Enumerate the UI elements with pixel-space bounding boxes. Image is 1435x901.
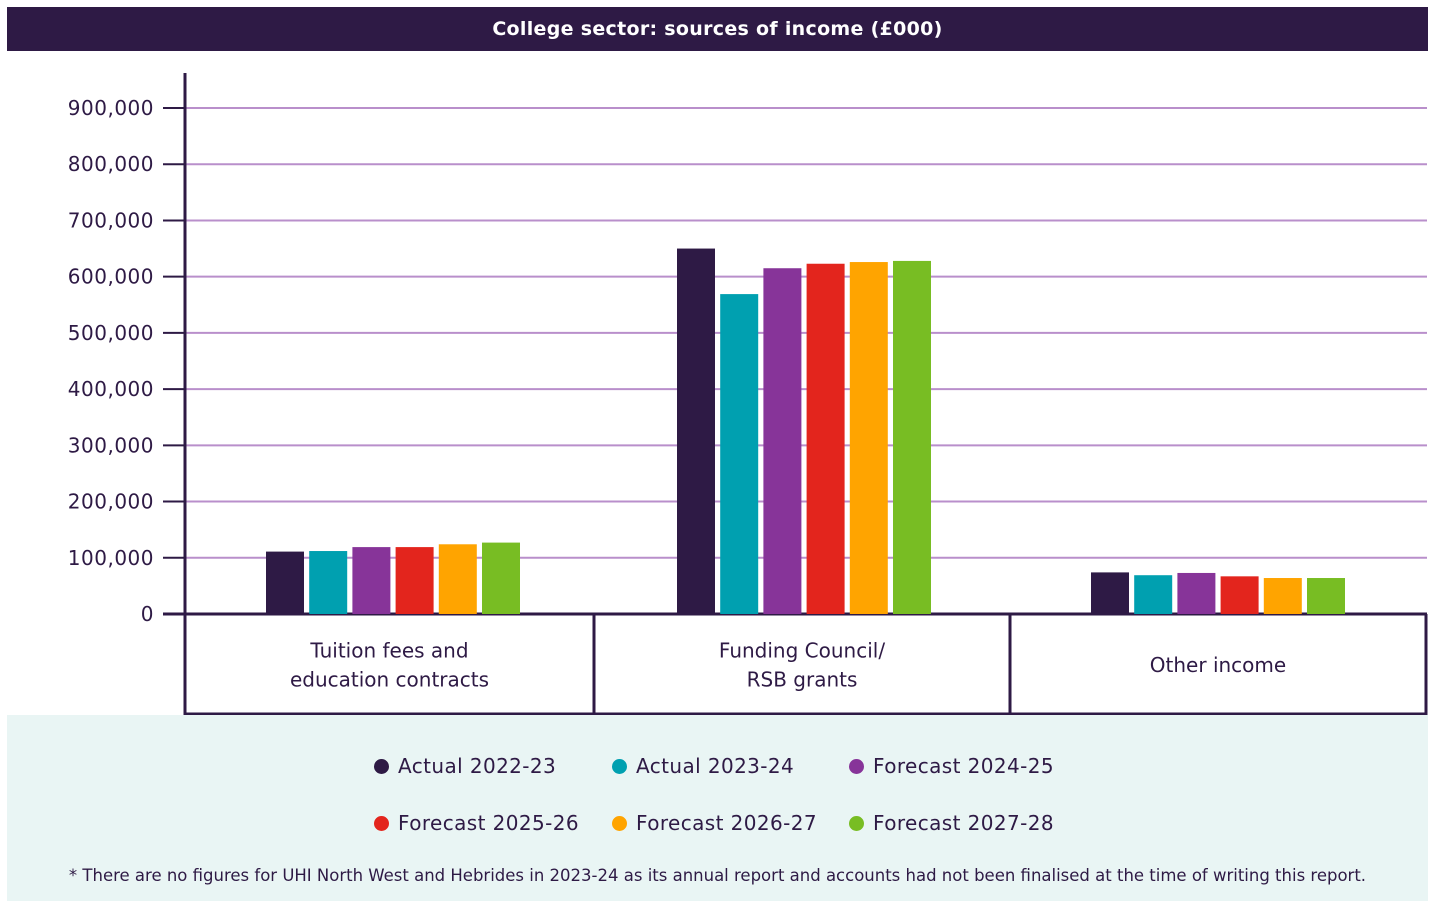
legend-swatch	[849, 758, 864, 774]
legend-swatch	[374, 758, 389, 774]
bar	[1307, 578, 1345, 614]
y-tick-label: 800,000	[68, 152, 154, 176]
bar	[1091, 572, 1129, 614]
legend-label: Forecast 2025-26	[398, 811, 579, 835]
legend-label: Forecast 2024-25	[873, 754, 1054, 778]
legend-item: Forecast 2026-27	[612, 811, 817, 835]
legend-item: Actual 2023-24	[612, 754, 794, 778]
bar	[352, 547, 391, 614]
legend-swatch	[612, 815, 627, 831]
bar	[438, 544, 477, 614]
y-tick-label: 700,000	[68, 208, 154, 232]
legend-label: Actual 2023-24	[636, 754, 795, 778]
legend-item: Forecast 2025-26	[374, 811, 579, 835]
legend-swatch	[374, 815, 389, 831]
bar	[849, 262, 888, 614]
y-tick-label: 500,000	[68, 321, 154, 345]
bar	[720, 294, 759, 614]
bar	[677, 248, 715, 615]
legend-item: Forecast 2024-25	[849, 754, 1054, 778]
y-tick-label: 0	[141, 602, 154, 626]
bar	[1134, 575, 1173, 614]
y-tick-label: 400,000	[68, 377, 154, 401]
category-label: RSB grants	[747, 668, 858, 692]
y-tick-label: 900,000	[68, 96, 154, 120]
legend-label: Actual 2022-23	[398, 754, 557, 778]
bar-chart: 0 100,000 200,000 300,000 400,000 500,000 600,…	[68, 73, 1428, 715]
bar	[763, 268, 802, 614]
category-label: Funding Council/	[719, 639, 885, 663]
footnote: * There are no figures for UHI North Wes…	[68, 866, 1367, 885]
legend-item: Forecast 2027-28	[849, 811, 1054, 835]
legend-label: Forecast 2027-28	[873, 811, 1054, 835]
legend-panel	[7, 715, 1428, 901]
category-label: Other income	[1150, 653, 1286, 677]
chart-title: College sector: sources of income (£000)	[7, 7, 1428, 51]
bar	[1263, 578, 1302, 614]
legend-item: Actual 2022-23	[374, 754, 556, 778]
bar	[806, 263, 845, 614]
bar	[1177, 572, 1216, 614]
bar	[482, 542, 520, 614]
y-tick-label: 600,000	[68, 265, 154, 289]
bar	[893, 260, 931, 614]
y-tick-label: 200,000	[68, 490, 154, 514]
category-label: Tuition fees and	[309, 639, 468, 663]
bar	[309, 551, 348, 614]
bar	[395, 547, 434, 614]
legend-swatch	[612, 758, 627, 774]
legend-swatch	[849, 815, 864, 831]
bar	[1220, 576, 1259, 614]
bar	[266, 551, 304, 614]
y-tick-label: 100,000	[68, 546, 154, 570]
y-tick-label: 300,000	[68, 433, 154, 457]
legend-label: Forecast 2026-27	[636, 811, 817, 835]
category-label: education contracts	[290, 668, 489, 692]
